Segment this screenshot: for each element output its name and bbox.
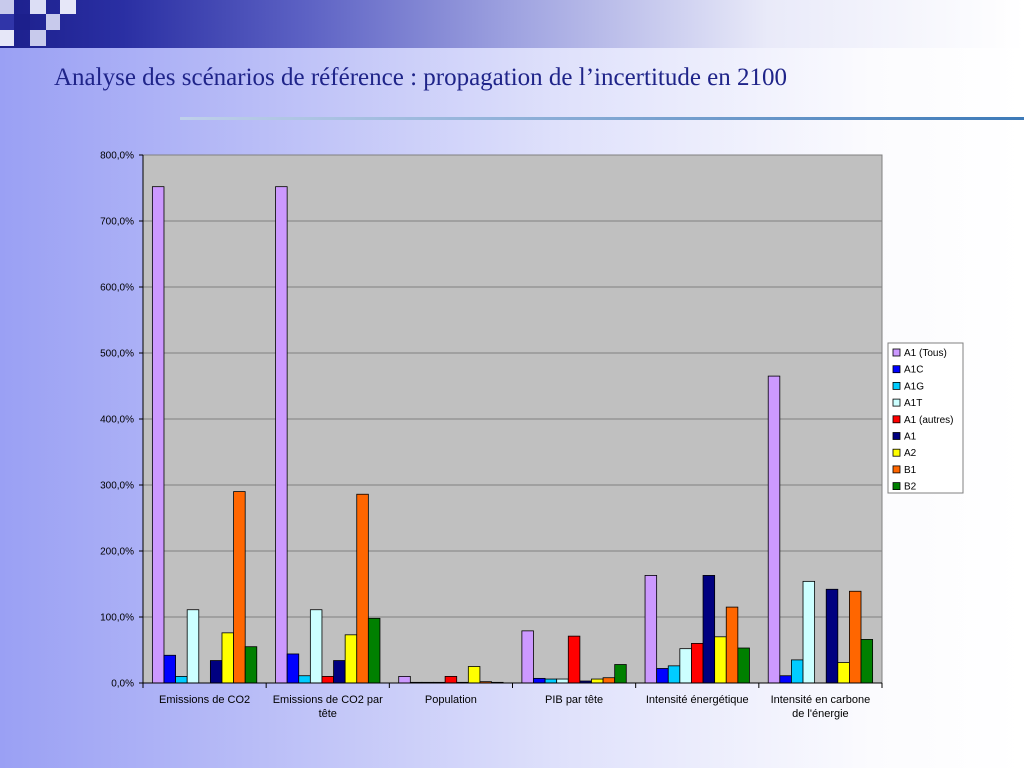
legend-swatch <box>892 465 901 474</box>
bar <box>656 668 669 684</box>
bar <box>602 677 616 684</box>
bar <box>737 647 750 684</box>
bar <box>444 676 458 684</box>
legend-swatch <box>892 381 901 390</box>
bar <box>591 678 604 684</box>
corner-square-light <box>30 0 46 14</box>
corner-square-light <box>46 14 60 30</box>
bar <box>533 677 546 684</box>
bar <box>151 186 165 684</box>
x-category-labels: Emissions de CO2 Emissions de CO2 par tête… <box>159 694 870 720</box>
legend-entry-label: A1 <box>904 432 917 443</box>
bar <box>186 609 200 684</box>
bars <box>151 186 874 684</box>
title-underline <box>180 117 1024 120</box>
bar <box>367 617 381 684</box>
y-tick-label: 200,0% <box>100 547 134 558</box>
bar <box>802 580 816 684</box>
bar <box>544 678 558 684</box>
y-tick-label: 800,0% <box>100 151 134 162</box>
y-tick-labels: 0,0% 100,0% 200,0% 300,0% 400,0% 500,0% 600,0%… <box>100 151 134 690</box>
bar <box>244 646 258 684</box>
x-category-label: Intensité en carbone <box>771 694 871 706</box>
bar <box>614 664 627 684</box>
y-tick-label: 100,0% <box>100 613 134 624</box>
bar <box>849 590 862 684</box>
bar <box>837 662 850 684</box>
title-bar-band <box>0 0 1024 48</box>
bar <box>791 659 804 684</box>
bar <box>163 654 176 684</box>
bar <box>679 648 692 684</box>
corner-square-dark <box>14 14 30 30</box>
legend-entry-label: A1 (Tous) <box>904 348 947 359</box>
legend-entry-label: B2 <box>904 482 917 493</box>
bar <box>725 606 739 684</box>
page-title: Analyse des scénarios de référence : pro… <box>54 64 788 91</box>
bar <box>779 675 792 684</box>
y-tick-label: 300,0% <box>100 481 134 492</box>
y-tick-label: 0,0% <box>111 679 134 690</box>
bar <box>556 678 569 684</box>
bar <box>691 643 704 684</box>
x-category-label: Population <box>425 694 477 706</box>
legend-swatch <box>892 448 901 457</box>
bar <box>860 639 874 684</box>
x-category-label: PIB par tête <box>545 694 603 706</box>
axes <box>139 154 883 688</box>
y-tick-label: 400,0% <box>100 415 134 426</box>
bar <box>298 675 311 684</box>
legend-swatch <box>892 348 901 357</box>
bar <box>644 575 658 684</box>
legend-entry-label: A1G <box>904 381 924 392</box>
bar <box>398 676 411 684</box>
legend-swatch <box>892 432 901 440</box>
x-category-label: tête <box>319 708 337 720</box>
corner-square-light <box>0 30 14 46</box>
bar <box>321 676 334 684</box>
bar <box>714 636 727 684</box>
bar <box>767 375 781 684</box>
bar <box>356 493 369 684</box>
y-tick-label: 600,0% <box>100 283 134 294</box>
legend-entry-label: A1 (autres) <box>904 415 953 426</box>
x-category-label: Emissions de CO2 par <box>273 694 383 706</box>
bar <box>209 660 223 684</box>
legend-swatch <box>892 415 901 424</box>
legend-entry-label: A1T <box>904 398 922 409</box>
legend-swatch <box>892 365 901 374</box>
bar <box>221 632 234 684</box>
bar <box>702 575 716 684</box>
bar <box>286 653 300 684</box>
legend-entry-label: B1 <box>904 465 917 476</box>
x-category-label: Emissions de CO2 <box>159 694 250 706</box>
legend-swatch <box>892 398 901 407</box>
legend-swatch <box>892 482 901 491</box>
y-tick-label: 700,0% <box>100 217 134 228</box>
legend-box <box>887 342 964 494</box>
corner-square-dark <box>0 14 14 30</box>
corner-square-light <box>60 0 76 14</box>
bar <box>175 676 188 684</box>
legend-entry-label: A2 <box>904 448 917 459</box>
legend: A1 (Tous) A1C A1G A1T A1 (autres) A1 A2 B1 B2 <box>887 342 964 494</box>
bar <box>567 635 581 684</box>
bar <box>467 666 481 684</box>
bar <box>275 186 288 684</box>
bar <box>344 634 358 684</box>
x-category-label: de l'énergie <box>792 708 849 720</box>
corner-square-light <box>30 30 46 46</box>
y-tick-label: 500,0% <box>100 349 134 360</box>
bar <box>667 665 681 684</box>
bar <box>333 660 346 684</box>
bar <box>309 609 323 684</box>
bar <box>233 491 246 684</box>
bar <box>825 588 839 684</box>
legend-entry-label: A1C <box>904 365 923 376</box>
corner-square-light <box>0 0 14 14</box>
bar <box>521 630 534 684</box>
x-category-label: Intensité énergétique <box>646 694 749 706</box>
gridlines <box>143 220 882 618</box>
